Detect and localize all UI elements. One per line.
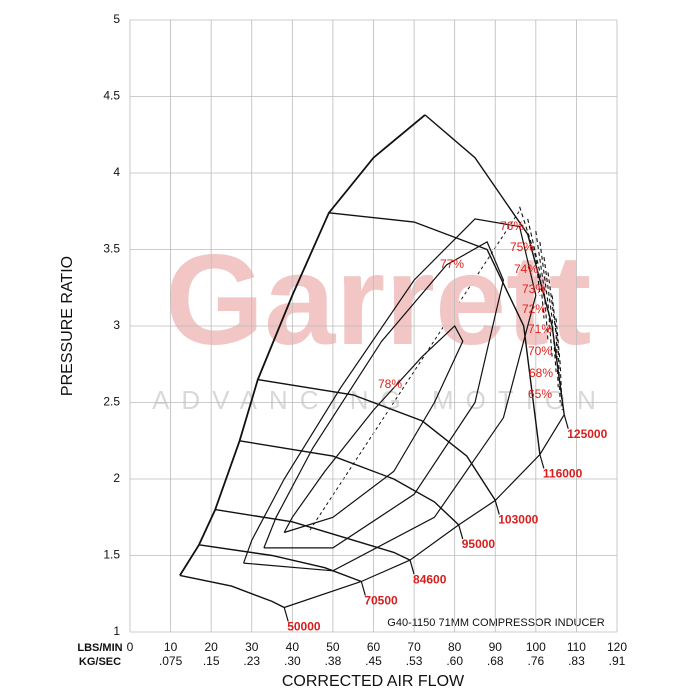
- speed-leader: [360, 581, 366, 596]
- x-secondary-tick-label: .76: [527, 654, 544, 668]
- y-tick-label: 5: [113, 12, 120, 26]
- efficiency-contour: [263, 241, 505, 549]
- y-tick-label: 1: [113, 624, 120, 638]
- efficiency-label: 70%: [528, 344, 552, 358]
- speed-leader: [409, 559, 415, 575]
- speed-line: [179, 574, 285, 609]
- x-secondary-tick-label: .15: [203, 654, 220, 668]
- x-unit-secondary: KG/SEC: [79, 656, 121, 668]
- x-tick-label: 110: [567, 640, 586, 654]
- efficiency-contour: [551, 295, 561, 403]
- efficiency-label: 72%: [522, 302, 546, 316]
- x-tick-label: 50: [326, 640, 340, 654]
- x-secondary-tick-label: .53: [406, 654, 423, 668]
- speed-line: [215, 508, 411, 561]
- x-axis-title: CORRECTED AIR FLOW: [282, 673, 465, 690]
- efficiency-contour: [527, 218, 545, 319]
- speed-leader: [458, 524, 464, 540]
- efficiency-contour: [535, 231, 549, 342]
- efficiency-label: 77%: [440, 257, 464, 271]
- x-secondary-tick-label: .83: [568, 654, 585, 668]
- efficiency-label: 73%: [522, 282, 546, 296]
- x-tick-label: 10: [164, 640, 178, 654]
- efficiency-label: 76%: [500, 219, 524, 233]
- efficiency-label: 65%: [528, 387, 552, 401]
- x-tick-label: 70: [407, 640, 421, 654]
- speed-leader: [563, 414, 569, 429]
- x-tick-label: 40: [286, 640, 300, 654]
- efficiency-label: 78%: [378, 377, 402, 391]
- x-tick-label: 90: [489, 640, 503, 654]
- y-tick-label: 2: [113, 471, 120, 485]
- speed-line: [239, 440, 460, 526]
- caption: G40-1150 71MM COMPRESSOR INDUCER: [387, 617, 604, 629]
- speed-leader: [539, 454, 545, 469]
- x-tick-label: 80: [448, 640, 462, 654]
- efficiency-label: 71%: [528, 322, 552, 336]
- x-secondary-tick-label: .68: [487, 654, 504, 668]
- speed-line: [424, 114, 565, 415]
- x-tick-label: 0: [127, 640, 134, 654]
- y-tick-label: 3.5: [103, 242, 120, 256]
- efficiency-label: 75%: [510, 240, 534, 254]
- efficiency-label: 68%: [529, 366, 553, 380]
- speed-label: 103000: [498, 513, 538, 527]
- peak-efficiency-line: [309, 209, 521, 531]
- x-tick-label: 20: [204, 640, 218, 654]
- efficiency-contour: [519, 206, 541, 296]
- speed-label: 84600: [413, 572, 447, 586]
- x-secondary-tick-label: .60: [446, 654, 463, 668]
- x-secondary-tick-label: .38: [325, 654, 342, 668]
- speed-label: 70500: [364, 594, 398, 608]
- efficiency-contour: [555, 318, 563, 411]
- x-tick-label: 30: [245, 640, 259, 654]
- x-secondary-tick-label: .30: [284, 654, 301, 668]
- efficiency-contour: [243, 218, 537, 572]
- x-unit-primary: LBS/MIN: [77, 642, 122, 654]
- x-tick-label: 60: [367, 640, 381, 654]
- efficiency-label: 74%: [514, 262, 538, 276]
- y-axis-title: PRESSURE RATIO: [59, 256, 76, 396]
- y-tick-label: 2.5: [103, 395, 120, 409]
- y-tick-label: 4: [113, 165, 120, 179]
- y-tick-label: 3: [113, 318, 120, 332]
- y-tick-label: 1.5: [103, 548, 120, 562]
- speed-line: [198, 544, 362, 583]
- speed-label: 50000: [287, 620, 321, 634]
- speed-label: 125000: [567, 427, 607, 441]
- efficiency-contour: [283, 325, 464, 534]
- caption-box: [378, 614, 614, 632]
- x-secondary-tick-label: .91: [609, 654, 626, 668]
- y-tick-label: 4.5: [103, 89, 120, 103]
- speed-leader: [494, 500, 500, 515]
- x-secondary-tick-label: .45: [365, 654, 382, 668]
- speed-line: [257, 378, 496, 501]
- speed-line: [328, 212, 541, 455]
- speed-label: 116000: [543, 467, 583, 481]
- speed-label: 95000: [462, 537, 496, 551]
- speed-leader: [283, 607, 289, 622]
- x-secondary-tick-label: .23: [243, 654, 260, 668]
- x-tick-label: 100: [526, 640, 546, 654]
- x-secondary-tick-label: .075: [159, 654, 183, 668]
- x-tick-label: 120: [607, 640, 627, 654]
